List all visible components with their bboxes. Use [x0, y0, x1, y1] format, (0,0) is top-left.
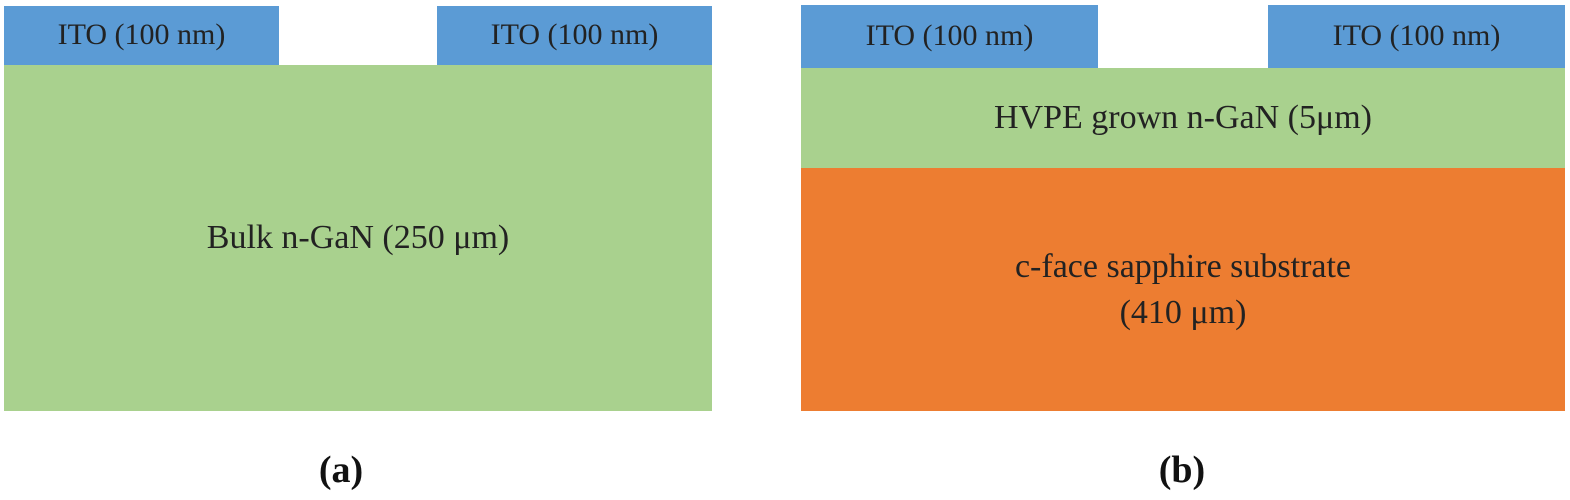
panel-b-ito-left: ITO (100 nm) [801, 5, 1098, 68]
hvpe-gan-label: HVPE grown n-GaN (5μm) [993, 99, 1372, 137]
bulk-gan-label: Bulk n-GaN (250 μm) [206, 219, 510, 257]
sapphire-label-line1: c-face sapphire substrate [1014, 247, 1352, 285]
panel-a-ito-right: ITO (100 nm) [437, 6, 712, 65]
panel-a-ito-left: ITO (100 nm) [4, 6, 279, 65]
panel-b-ito-right-label: ITO (100 nm) [1332, 19, 1501, 53]
panel-b-caption: (b) [1158, 449, 1206, 491]
panel-a-bulk-gan-layer: Bulk n-GaN (250 μm) [4, 65, 712, 411]
panel-a-ito-left-label: ITO (100 nm) [57, 18, 226, 52]
panel-a-caption: (a) [318, 449, 364, 491]
panel-b-sapphire-substrate: c-face sapphire substrate (410 μm) [801, 168, 1565, 411]
panel-b-hvpe-gan-layer: HVPE grown n-GaN (5μm) [801, 68, 1565, 168]
sapphire-label-line2: (410 μm) [1119, 293, 1247, 331]
panel-b-ito-right: ITO (100 nm) [1268, 5, 1565, 68]
panel-a-ito-right-label: ITO (100 nm) [490, 18, 659, 52]
panel-b-ito-left-label: ITO (100 nm) [865, 19, 1034, 53]
